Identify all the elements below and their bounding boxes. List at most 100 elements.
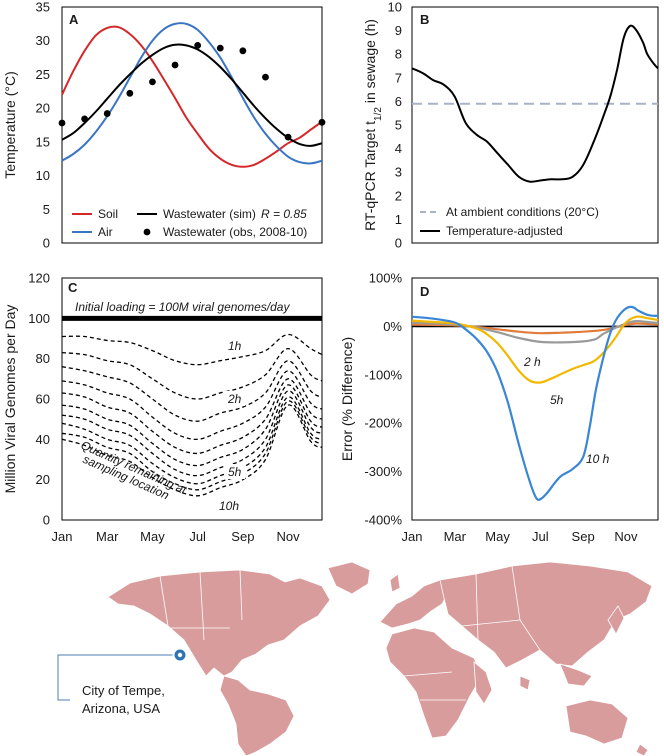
y-tick-label: 3 xyxy=(395,165,402,180)
y-tick-label: 10 xyxy=(388,0,402,15)
remaining-quantity-curve xyxy=(61,360,323,422)
error-curve xyxy=(411,315,659,384)
remaining-quantity-curve xyxy=(61,370,323,440)
wastewater-obs-point xyxy=(284,133,292,141)
wastewater-obs-point xyxy=(103,110,111,117)
x-tick-label: Mar xyxy=(444,529,467,544)
legend-swatch xyxy=(143,228,151,236)
y-tick-label: -400% xyxy=(364,513,402,528)
initial-loading-annotation: Initial loading = 100M viral genomes/day xyxy=(75,300,290,314)
landmass xyxy=(439,561,653,669)
panel-d-frame xyxy=(411,277,659,521)
remaining-quantity-curve xyxy=(61,404,323,497)
landmass xyxy=(107,569,331,677)
country-border xyxy=(475,573,479,641)
country-border xyxy=(239,569,243,621)
y-tick-label: 6 xyxy=(395,94,402,109)
y-label-tail: in sewage (h) xyxy=(362,19,378,107)
panel-b-y-axis-label: RT-qPCR Target t1/2 in sewage (h) xyxy=(362,19,384,231)
country-border xyxy=(511,565,541,651)
landmass xyxy=(379,579,449,629)
wastewater-obs-point xyxy=(318,118,326,126)
panel-a-line-air xyxy=(61,22,323,165)
y-tick-label: 0% xyxy=(383,319,402,334)
wastewater-obs-point xyxy=(216,44,224,52)
curve-label: 10 h xyxy=(586,452,610,466)
y-tick-label: 80 xyxy=(36,351,50,366)
y-tick-label: 0 xyxy=(43,236,50,251)
curve-label-bg xyxy=(216,498,243,513)
curve-label: 2h xyxy=(227,392,242,406)
correlation-annotation: R = 0.85 xyxy=(261,207,307,221)
y-tick-label: 20 xyxy=(36,472,50,487)
curve-label: 2 h xyxy=(523,355,541,369)
y-label-subscript: 1/2 xyxy=(373,107,384,121)
curve-label-bg xyxy=(225,464,245,479)
landmass xyxy=(607,605,625,635)
remaining-quantity-curve xyxy=(61,378,323,455)
world-map: City of Tempe, Arizona, USA xyxy=(57,561,653,756)
y-tick-label: 2 xyxy=(395,188,402,203)
y-tick-label: 0 xyxy=(43,513,50,528)
panel-d-y-axis-label: Error (% Difference) xyxy=(339,337,355,461)
wastewater-obs-point xyxy=(126,89,134,97)
remaining-quantity-curve xyxy=(61,333,323,366)
wastewater-obs-point xyxy=(194,42,202,49)
y-tick-label: 8 xyxy=(395,47,402,62)
y-tick-label: 0 xyxy=(395,236,402,251)
x-tick-label: Jul xyxy=(532,529,549,544)
panel-c-label: C xyxy=(68,280,78,295)
legend-entry: Wastewater (obs, 2008-10) xyxy=(163,225,307,239)
wastewater-obs-point xyxy=(58,119,66,127)
x-tick-label: Sep xyxy=(231,529,254,544)
temperature-adjusted-line xyxy=(411,24,659,183)
landmass xyxy=(519,675,531,691)
wastewater-obs-point xyxy=(262,73,269,81)
y-tick-label: 7 xyxy=(395,70,402,85)
error-curve xyxy=(411,305,659,501)
wastewater-obs-point xyxy=(239,47,247,55)
location-label: Arizona, USA xyxy=(82,701,160,716)
panel-b-frame xyxy=(411,6,659,244)
legend-entry: Soil xyxy=(98,207,118,221)
y-tick-label: 10 xyxy=(36,168,50,183)
panel-a-y-axis-label: Temperature (°C) xyxy=(2,71,18,179)
x-tick-label: Sep xyxy=(572,529,595,544)
y-tick-label: 9 xyxy=(395,23,402,38)
x-tick-label: Jul xyxy=(189,529,206,544)
curve-label: 5h xyxy=(550,393,564,407)
tempe-location-marker-center xyxy=(177,652,183,658)
curve-label: 10h xyxy=(219,499,239,513)
remaining-quantity-curve xyxy=(61,384,323,467)
wastewater-obs-point xyxy=(149,78,156,86)
landmass xyxy=(327,561,371,595)
x-tick-label: Jan xyxy=(402,529,423,544)
legend-entry: Air xyxy=(98,225,113,239)
x-tick-label: Nov xyxy=(277,529,301,544)
y-tick-label: 35 xyxy=(36,0,50,15)
y-tick-label: -100% xyxy=(364,367,402,382)
legend-entry: Temperature-adjusted xyxy=(446,224,563,238)
y-tick-label: 40 xyxy=(36,432,50,447)
country-border xyxy=(461,619,521,627)
country-border xyxy=(159,575,169,627)
curve-label: 1h xyxy=(228,339,242,353)
y-tick-label: 15 xyxy=(36,134,50,149)
x-tick-label: May xyxy=(140,529,165,544)
y-tick-label: 100 xyxy=(28,311,50,326)
y-tick-label: 30 xyxy=(36,33,50,48)
y-tick-label: 120 xyxy=(28,271,50,286)
y-tick-label: 20 xyxy=(36,101,50,116)
country-border xyxy=(199,571,205,641)
y-tick-label: 4 xyxy=(395,141,402,156)
remaining-quantity-curve xyxy=(61,347,323,400)
y-tick-label: -200% xyxy=(364,416,402,431)
y-tick-label: 100% xyxy=(369,271,403,286)
panel-b-label: B xyxy=(420,12,429,27)
remaining-quantity-curve xyxy=(61,396,323,485)
landmass xyxy=(559,663,593,687)
curve-label-bg xyxy=(225,338,245,353)
y-tick-label: 5 xyxy=(395,118,402,133)
location-label: City of Tempe, xyxy=(82,683,165,698)
